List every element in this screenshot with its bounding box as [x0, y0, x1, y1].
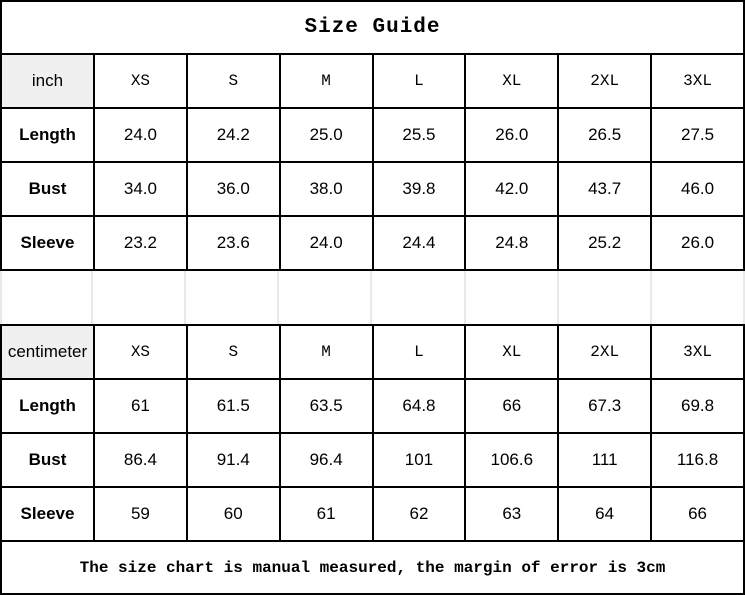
- size-header-cell: S: [185, 324, 281, 380]
- measurement-value-cell: 61: [278, 486, 374, 542]
- measurement-label-cell: Sleeve: [0, 486, 95, 542]
- size-guide-title-bar: Size Guide: [0, 0, 745, 55]
- measurement-value-cell: 64: [557, 486, 653, 542]
- measurement-value-cell: 91.4: [185, 432, 281, 488]
- spacer-cell: [186, 271, 280, 326]
- measurement-value-cell: 116.8: [650, 432, 745, 488]
- measurement-note: The size chart is manual measured, the m…: [79, 558, 666, 577]
- measurement-value-cell: 69.8: [650, 378, 745, 434]
- size-header-cell: XS: [93, 324, 188, 380]
- table-spacer: [0, 271, 745, 326]
- cm-size-table: centimeter XS S M L XL 2XL 3XL Length 61…: [0, 324, 745, 542]
- measurement-value-cell: 23.2: [93, 215, 188, 271]
- size-header-cell: XS: [93, 53, 188, 109]
- measurement-value-cell: 25.5: [371, 107, 467, 163]
- size-header-cell: S: [185, 53, 281, 109]
- page-title: Size Guide: [304, 16, 441, 39]
- unit-label-cell: inch: [0, 53, 95, 109]
- measurement-value-cell: 59: [93, 486, 188, 542]
- measurement-value-cell: 34.0: [93, 161, 188, 217]
- measurement-value-cell: 26.0: [464, 107, 560, 163]
- size-header-cell: L: [371, 53, 467, 109]
- table-header-row: inch XS S M L XL 2XL 3XL: [0, 53, 745, 109]
- measurement-value-cell: 42.0: [464, 161, 560, 217]
- measurement-value-cell: 96.4: [278, 432, 374, 488]
- measurement-value-cell: 101: [371, 432, 467, 488]
- spacer-cell: [652, 271, 745, 326]
- measurement-value-cell: 66: [464, 378, 560, 434]
- spacer-cell: [559, 271, 652, 326]
- measurement-value-cell: 61.5: [185, 378, 281, 434]
- measurement-value-cell: 111: [557, 432, 653, 488]
- size-header-cell: 3XL: [650, 324, 745, 380]
- measurement-value-cell: 26.5: [557, 107, 653, 163]
- size-header-cell: M: [278, 53, 374, 109]
- measurement-value-cell: 25.2: [557, 215, 653, 271]
- size-header-cell: XL: [464, 324, 560, 380]
- spacer-cell: [279, 271, 373, 326]
- table-row: Bust 34.0 36.0 38.0 39.8 42.0 43.7 46.0: [0, 161, 745, 217]
- measurement-label-cell: Length: [0, 107, 95, 163]
- spacer-cell: [0, 271, 93, 326]
- measurement-value-cell: 86.4: [93, 432, 188, 488]
- measurement-label-cell: Sleeve: [0, 215, 95, 271]
- size-header-cell: M: [278, 324, 374, 380]
- measurement-value-cell: 61: [93, 378, 188, 434]
- table-row: Sleeve 59 60 61 62 63 64 66: [0, 486, 745, 542]
- spacer-cell: [93, 271, 187, 326]
- size-header-cell: L: [371, 324, 467, 380]
- measurement-value-cell: 64.8: [371, 378, 467, 434]
- table-header-row: centimeter XS S M L XL 2XL 3XL: [0, 324, 745, 380]
- size-header-cell: 2XL: [557, 324, 653, 380]
- measurement-value-cell: 23.6: [185, 215, 281, 271]
- measurement-value-cell: 25.0: [278, 107, 374, 163]
- table-row: Length 61 61.5 63.5 64.8 66 67.3 69.8: [0, 378, 745, 434]
- spacer-cell: [466, 271, 559, 326]
- measurement-value-cell: 46.0: [650, 161, 745, 217]
- measurement-value-cell: 26.0: [650, 215, 745, 271]
- measurement-label-cell: Bust: [0, 161, 95, 217]
- table-row: Sleeve 23.2 23.6 24.0 24.4 24.8 25.2 26.…: [0, 215, 745, 271]
- measurement-value-cell: 62: [371, 486, 467, 542]
- measurement-value-cell: 43.7: [557, 161, 653, 217]
- measurement-value-cell: 24.2: [185, 107, 281, 163]
- measurement-label-cell: Bust: [0, 432, 95, 488]
- measurement-value-cell: 27.5: [650, 107, 745, 163]
- measurement-value-cell: 24.0: [93, 107, 188, 163]
- measurement-value-cell: 24.0: [278, 215, 374, 271]
- measurement-value-cell: 24.8: [464, 215, 560, 271]
- table-row: Bust 86.4 91.4 96.4 101 106.6 111 116.8: [0, 432, 745, 488]
- measurement-value-cell: 67.3: [557, 378, 653, 434]
- size-header-cell: 3XL: [650, 53, 745, 109]
- measurement-value-cell: 60: [185, 486, 281, 542]
- inch-size-table: inch XS S M L XL 2XL 3XL Length 24.0 24.…: [0, 53, 745, 271]
- measurement-value-cell: 106.6: [464, 432, 560, 488]
- measurement-value-cell: 36.0: [185, 161, 281, 217]
- unit-label-cell: centimeter: [0, 324, 95, 380]
- spacer-cell: [372, 271, 466, 326]
- measurement-value-cell: 63.5: [278, 378, 374, 434]
- size-header-cell: 2XL: [557, 53, 653, 109]
- table-row: Length 24.0 24.2 25.0 25.5 26.0 26.5 27.…: [0, 107, 745, 163]
- measurement-value-cell: 38.0: [278, 161, 374, 217]
- measurement-value-cell: 39.8: [371, 161, 467, 217]
- measurement-value-cell: 24.4: [371, 215, 467, 271]
- measurement-note-bar: The size chart is manual measured, the m…: [0, 540, 745, 595]
- size-header-cell: XL: [464, 53, 560, 109]
- measurement-value-cell: 66: [650, 486, 745, 542]
- measurement-label-cell: Length: [0, 378, 95, 434]
- measurement-value-cell: 63: [464, 486, 560, 542]
